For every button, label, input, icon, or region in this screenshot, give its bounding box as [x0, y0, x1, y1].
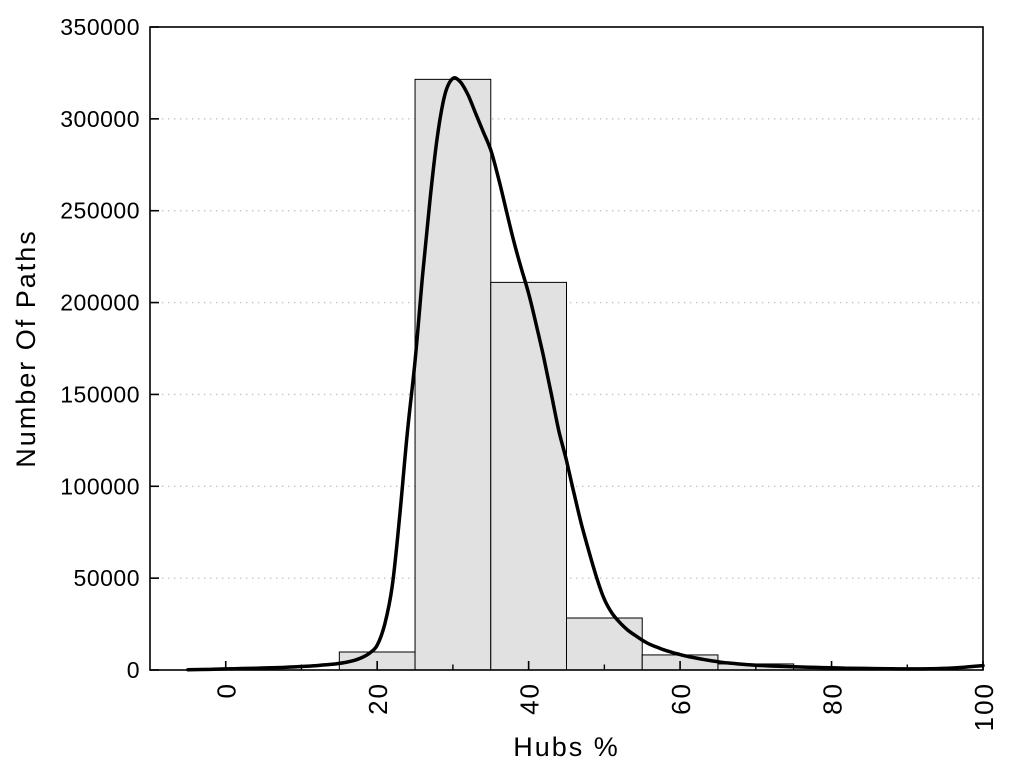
x-tick-label: 20: [363, 682, 393, 715]
y-tick-label: 0: [127, 657, 140, 683]
y-tick-label: 50000: [74, 565, 140, 591]
x-tick-label: 40: [515, 682, 545, 715]
y-tick-label: 200000: [60, 290, 140, 316]
histogram-bar: [414, 78, 492, 671]
y-axis-title: Number Of Paths: [11, 229, 41, 468]
plot-frame: [149, 26, 984, 671]
y-tick-label: 300000: [60, 106, 140, 132]
y-tick-label: 150000: [60, 381, 140, 407]
x-tick-label: 0: [212, 682, 242, 698]
y-tick-label: 350000: [60, 14, 140, 40]
x-tick-label: 60: [666, 682, 696, 715]
x-tick-label: 80: [818, 682, 848, 715]
histogram-bar: [490, 281, 568, 671]
density-curve: [186, 76, 985, 672]
histogram-bar: [566, 617, 643, 671]
x-axis-title: Hubs %: [513, 732, 620, 762]
x-tick-label: 100: [969, 682, 999, 731]
y-tick-label: 100000: [60, 473, 140, 499]
y-tick-label: 250000: [60, 198, 140, 224]
